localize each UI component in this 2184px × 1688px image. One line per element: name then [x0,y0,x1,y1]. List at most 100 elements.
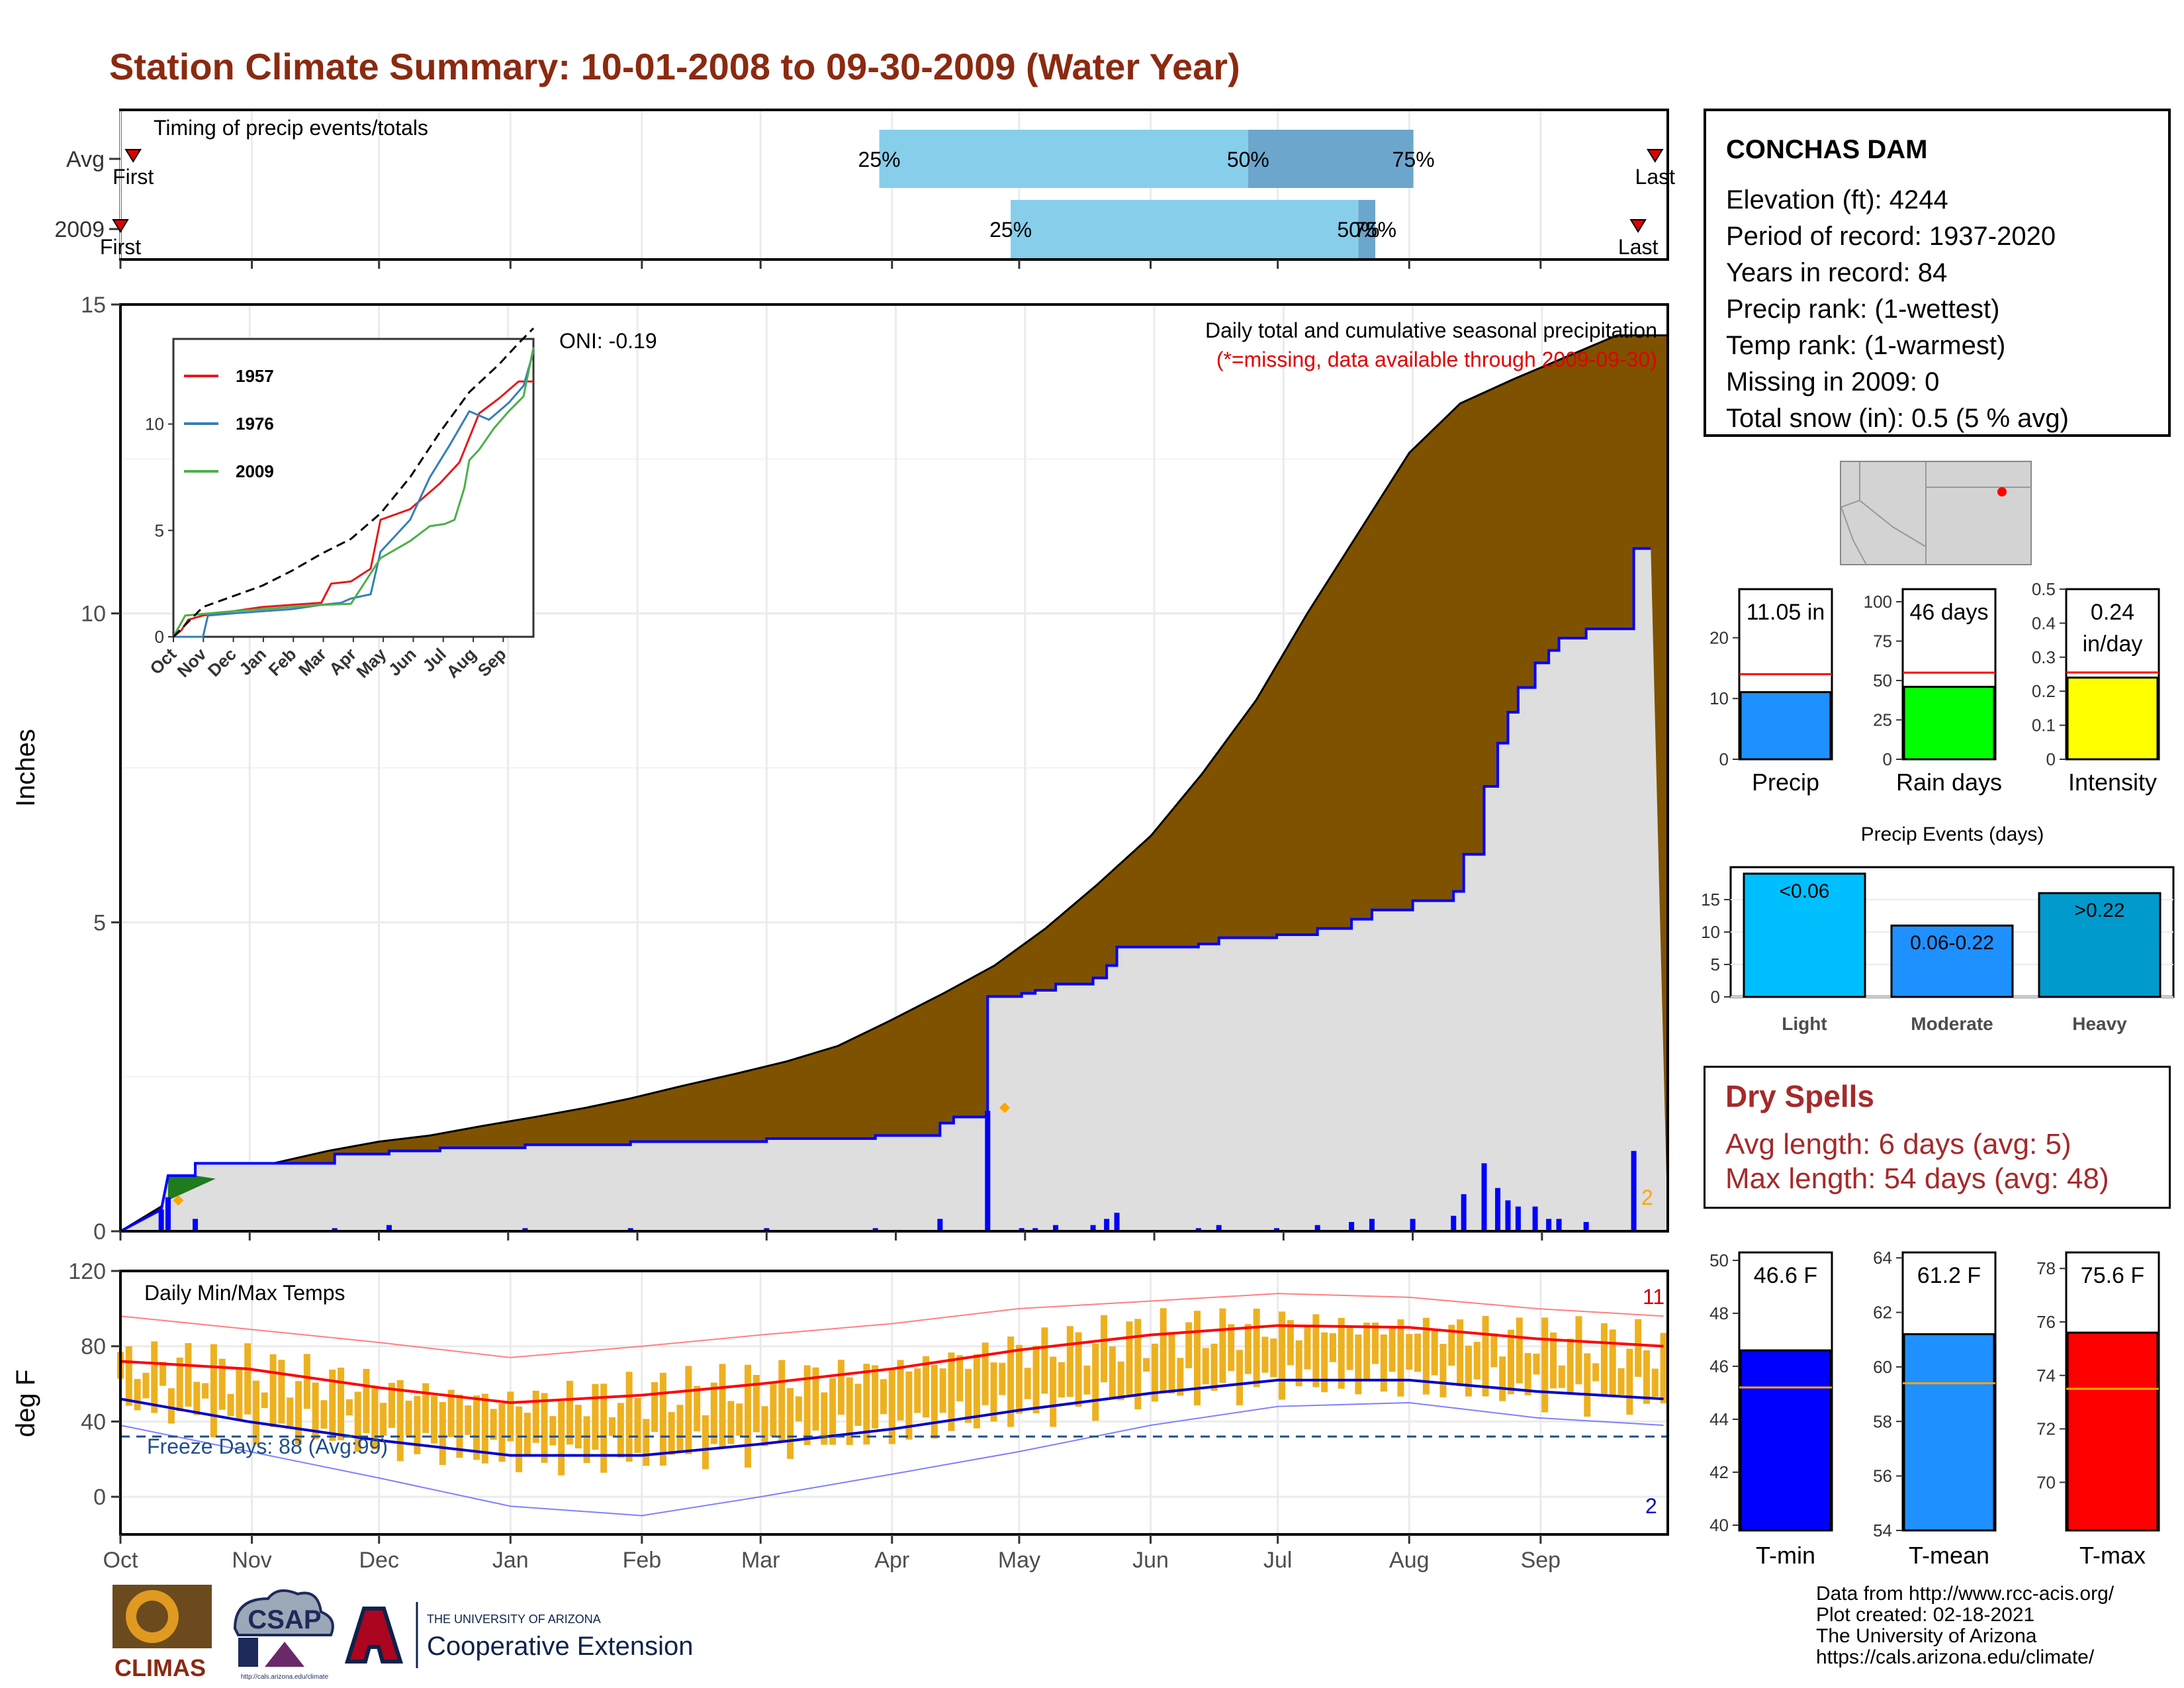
temp-daily-bar [1295,1340,1302,1387]
precip-daily-bar [985,1111,991,1231]
temp-daily-bar [999,1362,1006,1395]
temp-daily-bar [338,1367,345,1440]
temp-daily-bar [523,1413,531,1456]
temp-daily-bar [770,1383,777,1436]
temp-y-tick-label: 120 [68,1259,106,1284]
precip-chart-title: Daily total and cumulative seasonal prec… [1205,318,1657,342]
temp-daily-bar [600,1383,608,1473]
temp-daily-bar [516,1406,523,1473]
temp-y-tick-label: 80 [81,1335,106,1360]
precip-daily-bar [1369,1219,1375,1231]
temp-daily-bar [812,1367,819,1431]
events-bar-label: 0.06-0.22 [1910,932,1994,954]
temp-x-tick-label: Apr [874,1548,909,1573]
temp-daily-bar [719,1364,726,1448]
university-of-arizona-logo: THE UNIVERSITY OF ARIZONA Cooperative Ex… [344,1602,693,1668]
precip-daily-bar [1314,1225,1320,1231]
temp-daily-bar [829,1378,837,1445]
temp-daily-bar [1321,1332,1328,1393]
temp-daily-bar [1473,1342,1480,1380]
temp-cold-count: 2 [1645,1494,1657,1518]
temp-daily-bar [1210,1343,1218,1391]
precip-daily-bar [1451,1215,1457,1231]
csap-logo: CSAP http://cals.arizona.edu/climate [233,1589,334,1681]
precip-frame [119,303,1669,1233]
mini-panel-category-label: T-max [2079,1542,2146,1569]
temp-daily-bar [761,1406,768,1446]
temp-daily-bar [363,1368,370,1433]
temp-x-tick-label: Sep [1521,1548,1561,1573]
temp-daily-bar [1109,1346,1116,1399]
timing-bar-q25-q50 [879,130,1248,188]
temp-daily-bar [371,1387,379,1450]
temp-daily-bar [252,1380,259,1445]
temp-daily-bar [345,1399,353,1416]
temp-daily-bar [125,1346,132,1406]
temp-daily-bar [218,1358,226,1410]
mini-panel-y-tick-label: 78 [2036,1258,2056,1278]
temp-daily-bar [236,1367,243,1419]
inset-y-tick-label: 10 [145,414,164,434]
temp-daily-bar [1567,1338,1574,1395]
temp-daily-bar [643,1419,650,1466]
temp-daily-bar [1270,1338,1277,1378]
inset-y-tick-label: 0 [155,627,164,647]
mini-panel-value-label: 46 days [1909,600,1988,625]
temp-daily-bar [142,1372,150,1399]
station-precip-rank: Precip rank: (1-wettest) [1726,295,2000,324]
climas-logo-text: CLIMAS [114,1654,206,1681]
temp-daily-bar [388,1383,395,1429]
temp-daily-bar [159,1362,167,1386]
timing-last-marker [1646,149,1664,163]
timing-bar-q50-q75 [1248,130,1414,188]
temp-daily-bar [778,1360,786,1442]
temp-daily-bar [465,1405,472,1435]
mini-panel-y-tick-label: 20 [1709,628,1729,647]
mini-panel-y-tick-label: 62 [1873,1303,1892,1323]
temp-daily-bar [625,1372,633,1462]
precip-daily-bar [1053,1225,1059,1231]
timing-pct-label: 50% [1227,148,1269,171]
mini-panel-y-tick-label: 60 [1873,1357,1892,1377]
station-period: Period of record: 1937-2020 [1726,222,2056,251]
station-location-map [1840,461,2032,565]
precip-daily-bar [764,1228,770,1231]
temp-daily-bar [380,1403,387,1436]
temp-daily-bar [151,1341,158,1413]
temp-daily-bar [1024,1368,1031,1399]
temp-daily-bar [1541,1317,1549,1413]
temp-daily-bar [269,1354,277,1427]
mini-panel-y-tick-label: 72 [2036,1419,2056,1439]
timing-first-label: First [100,235,141,259]
temp-daily-bar [1066,1326,1073,1397]
mini-panel-category-label: T-min [1756,1542,1815,1569]
temp-daily-bar [651,1382,659,1432]
temp-daily-bar [694,1385,701,1432]
temp-daily-bar [1422,1317,1430,1395]
events-y-tick-label: 5 [1711,955,1720,974]
temp-daily-bar [405,1400,412,1436]
temp-daily-bar [1041,1327,1048,1394]
temp-daily-bar [566,1380,573,1445]
temp-daily-bar [1126,1321,1133,1395]
temp-daily-bar [1380,1334,1387,1392]
temp-daily-bar [745,1364,752,1468]
temp-daily-bar [685,1366,692,1454]
temp-daily-bar [1101,1315,1108,1383]
temp-daily-bar [1244,1324,1251,1374]
temp-daily-bar [1626,1348,1633,1415]
precip-daily-bar [1631,1150,1637,1231]
temp-daily-bar [1007,1336,1015,1427]
temp-daily-bar [1584,1353,1591,1417]
precip-y-tick-label: 15 [81,293,106,318]
temp-daily-bar [609,1417,616,1436]
page-title: Station Climate Summary: 10-01-2008 to 0… [109,46,1240,87]
temp-chart-title: Daily Min/Max Temps [144,1281,345,1305]
events-category-label: Moderate [1911,1013,1993,1034]
temp-daily-bar [821,1392,828,1445]
events-bar [1890,924,2014,998]
mini-panel-category-label: T-mean [1909,1542,1989,1569]
temp-daily-bar [1363,1323,1371,1382]
mini-panel-y-tick-label: 74 [2036,1366,2056,1385]
